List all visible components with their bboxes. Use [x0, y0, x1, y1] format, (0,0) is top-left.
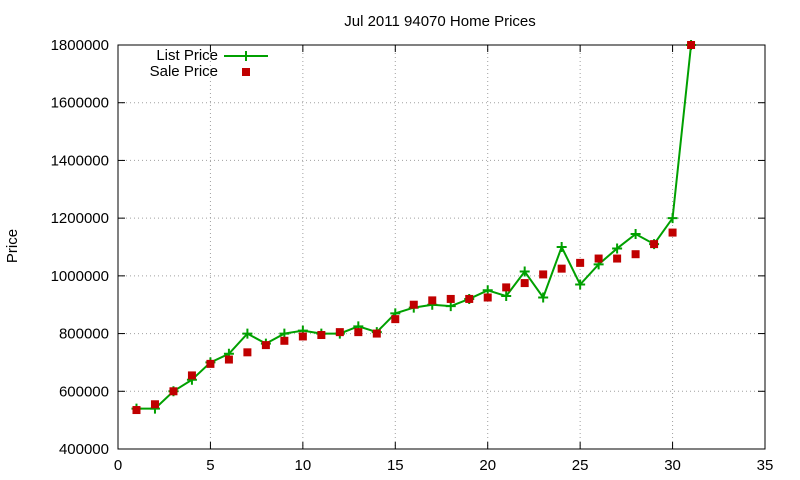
- sale-price-point: [539, 270, 548, 279]
- sale-price-point: [668, 228, 677, 237]
- sale-price-point: [428, 296, 437, 305]
- x-tick-label: 20: [479, 457, 496, 474]
- list-price-point: [519, 266, 530, 277]
- sale-price-point: [409, 300, 418, 309]
- sale-price-point: [650, 240, 659, 249]
- sale-price-point: [372, 329, 381, 338]
- list-price-point: [667, 213, 678, 224]
- sale-price-point: [483, 293, 492, 302]
- list-price-point: [501, 291, 512, 302]
- y-axis-label: Price: [4, 229, 21, 263]
- legend-marker-sale-price: [242, 68, 250, 76]
- y-tick-label: 400000: [59, 441, 109, 458]
- y-tick-label: 1400000: [51, 152, 109, 169]
- x-tick-label: 10: [295, 457, 312, 474]
- sale-price-point: [557, 264, 566, 273]
- sale-price-point: [317, 331, 326, 340]
- x-tick-label: 25: [572, 457, 589, 474]
- sale-price-point: [446, 294, 455, 303]
- legend-label-sale-price: Sale Price: [150, 63, 218, 80]
- sale-price-point: [150, 400, 159, 409]
- sale-price-point: [391, 315, 400, 324]
- y-tick-label: 800000: [59, 326, 109, 343]
- x-tick-label: 5: [206, 457, 214, 474]
- list-price-point: [556, 242, 567, 252]
- list-price-point: [575, 279, 586, 290]
- list-price-point: [538, 292, 549, 303]
- axis-ticks: 0 5 10 15 20 25 30 35 400000 600000 800000 1000000 1…: [51, 37, 774, 474]
- sale-price-point: [354, 328, 363, 337]
- sale-price-point: [687, 41, 696, 49]
- sale-price-point: [502, 283, 511, 292]
- sale-price-point: [335, 328, 344, 337]
- list-price-point: [612, 243, 623, 254]
- plot-frame: [117, 44, 766, 450]
- sale-price-point: [132, 406, 141, 415]
- legend-label-list-price: List Price: [156, 47, 218, 64]
- sale-price-point: [631, 250, 640, 259]
- sale-price-point: [465, 294, 474, 303]
- sale-price-point: [298, 332, 307, 341]
- x-tick-label: 35: [757, 457, 774, 474]
- y-tick-label: 1000000: [51, 268, 109, 285]
- chart-title: Jul 2011 94070 Home Prices: [344, 13, 536, 30]
- y-tick-label: 1800000: [51, 37, 109, 54]
- sale-price-point: [576, 258, 585, 267]
- grid: [118, 45, 765, 449]
- y-tick-label: 600000: [59, 383, 109, 400]
- list-price-point: [630, 229, 641, 240]
- sale-price-point: [243, 348, 252, 357]
- y-tick-label: 1600000: [51, 95, 109, 112]
- sale-price-point: [169, 387, 178, 396]
- sale-price-point: [224, 355, 233, 364]
- sale-price-point: [594, 254, 603, 263]
- sale-price-point: [261, 341, 270, 350]
- sale-price-point: [520, 279, 529, 288]
- sale-price-point: [613, 254, 622, 263]
- sale-price-point: [187, 371, 196, 380]
- x-tick-label: 15: [387, 457, 404, 474]
- sale-price-point: [280, 336, 289, 345]
- series-layer: [131, 40, 697, 415]
- list-price-line: [136, 44, 693, 410]
- legend-marker-list-price: [241, 51, 251, 61]
- sale-price-point: [206, 359, 215, 368]
- x-tick-label: 30: [664, 457, 681, 474]
- list-price-point: [242, 328, 253, 339]
- x-tick-label: 0: [114, 457, 122, 474]
- y-tick-label: 1200000: [51, 210, 109, 227]
